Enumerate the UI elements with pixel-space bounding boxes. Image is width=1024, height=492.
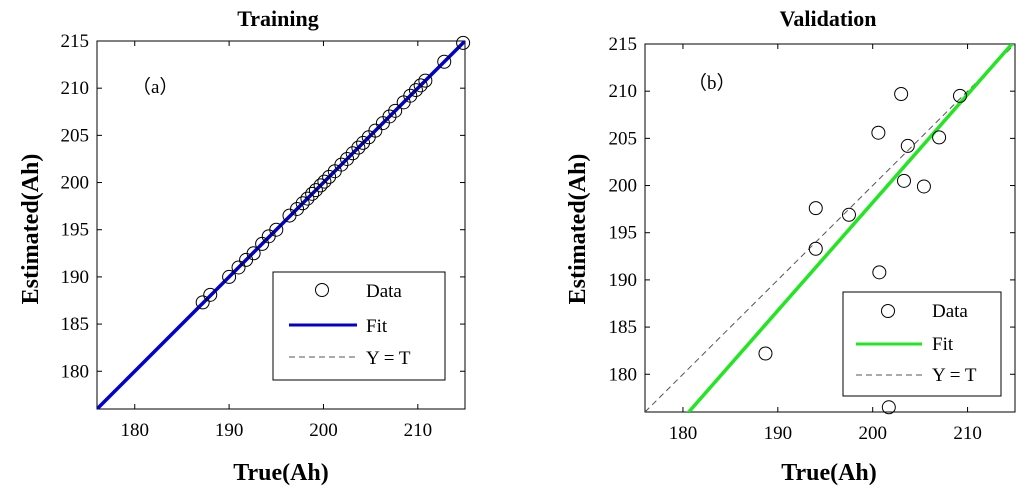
legend-label-data: Data: [366, 281, 402, 302]
y-axis-label: Estimated(Ah): [565, 154, 591, 305]
tick-layer: 180 190 200 210 180 185 190 195 200 205 210 215: [609, 34, 1015, 444]
legend-label-yt: Y = T: [932, 365, 977, 386]
y-tick-label: 195: [609, 223, 638, 244]
data-point: [456, 35, 471, 50]
data-point: [758, 346, 773, 361]
legend-label-fit: Fit: [366, 316, 388, 337]
y-tick-label: 180: [61, 361, 90, 382]
data-point: [388, 103, 403, 118]
chart-title: Training: [237, 6, 319, 31]
x-tick-label: 200: [309, 420, 338, 441]
data-point: [317, 174, 332, 189]
x-tick-label: 190: [215, 420, 244, 441]
data-point: [246, 246, 261, 261]
data-point: [437, 54, 452, 69]
data-point: [871, 125, 886, 140]
data-point: [340, 151, 355, 166]
data-point: [418, 73, 433, 88]
data-point: [231, 260, 246, 275]
data-point: [413, 78, 428, 93]
data-point: [916, 179, 931, 194]
identity-line: [645, 44, 1015, 412]
y-tick-label: 215: [609, 34, 638, 55]
data-point: [894, 87, 909, 102]
panel-label: （b）: [688, 72, 736, 94]
data-point: [408, 83, 423, 98]
data-point: [295, 196, 310, 211]
data-point: [345, 146, 360, 161]
x-tick-label: 210: [404, 420, 433, 441]
clipped-lines: [645, 44, 1015, 412]
data-point: [308, 183, 323, 198]
data-point: [305, 186, 320, 201]
data-point: [368, 123, 383, 138]
legend: Data Fit Y = T: [842, 291, 1002, 397]
y-tick-label: 190: [61, 267, 90, 288]
legend-label-fit: Fit: [932, 334, 954, 355]
data-point: [290, 201, 305, 216]
y-tick-label: 200: [61, 173, 90, 194]
data-point: [334, 157, 349, 172]
x-tick-label: 210: [953, 423, 982, 444]
x-tick-label: 180: [120, 420, 149, 441]
data-point: [900, 138, 915, 153]
x-axis-label: True(Ah): [781, 460, 877, 486]
legend-marker-data: [315, 283, 329, 297]
legend-marker-data: [881, 304, 895, 318]
x-axis-label: True(Ah): [233, 460, 329, 486]
data-point: [356, 135, 371, 150]
legend-label-data: Data: [932, 301, 968, 322]
y-tick-label: 190: [609, 270, 638, 291]
training-chart: Training 180 190 200 210 180 185 190 195 200 205 2…: [18, 6, 471, 486]
data-point: [195, 295, 210, 310]
data-point: [222, 269, 237, 284]
data-point: [313, 178, 328, 193]
data-point: [382, 109, 397, 124]
y-tick-label: 195: [61, 220, 90, 241]
data-point: [872, 265, 887, 280]
y-tick-label: 180: [609, 364, 638, 385]
data-point: [351, 140, 366, 155]
x-tick-label: 200: [858, 423, 887, 444]
y-axis-label: Estimated(Ah): [18, 154, 44, 305]
legend: Data Fit Y = T: [272, 271, 446, 381]
data-points: [195, 35, 471, 310]
y-tick-label: 210: [609, 81, 638, 102]
y-tick-label: 185: [61, 314, 90, 335]
data-point: [203, 287, 218, 302]
data-point: [808, 241, 823, 256]
y-tick-label: 200: [609, 176, 638, 197]
data-point: [841, 207, 856, 222]
data-point: [322, 169, 337, 184]
data-points: [758, 87, 967, 415]
fit-line: [686, 44, 1015, 412]
y-tick-label: 215: [61, 31, 90, 52]
y-tick-label: 185: [609, 317, 638, 338]
panel-label: （a）: [132, 76, 178, 98]
x-tick-label: 180: [669, 423, 698, 444]
data-point: [269, 222, 284, 237]
data-point: [300, 191, 315, 206]
chart-title: Validation: [779, 6, 876, 31]
data-point: [952, 88, 967, 103]
y-tick-label: 210: [61, 78, 90, 99]
legend-label-yt: Y = T: [366, 348, 411, 369]
data-point: [881, 400, 896, 415]
data-point: [403, 88, 418, 103]
data-point: [897, 173, 911, 188]
y-tick-label: 205: [61, 125, 90, 146]
x-tick-label: 190: [764, 423, 793, 444]
tick-layer: 180 190 200 210 180 185 190 195 200 205 210 215: [61, 31, 465, 441]
data-point: [932, 130, 947, 145]
validation-chart: Validation 180 190 200 210 180 185 190 195 200 20…: [565, 6, 1016, 486]
y-tick-label: 205: [609, 128, 638, 149]
line-layer: [645, 44, 1015, 412]
data-point: [808, 201, 823, 216]
